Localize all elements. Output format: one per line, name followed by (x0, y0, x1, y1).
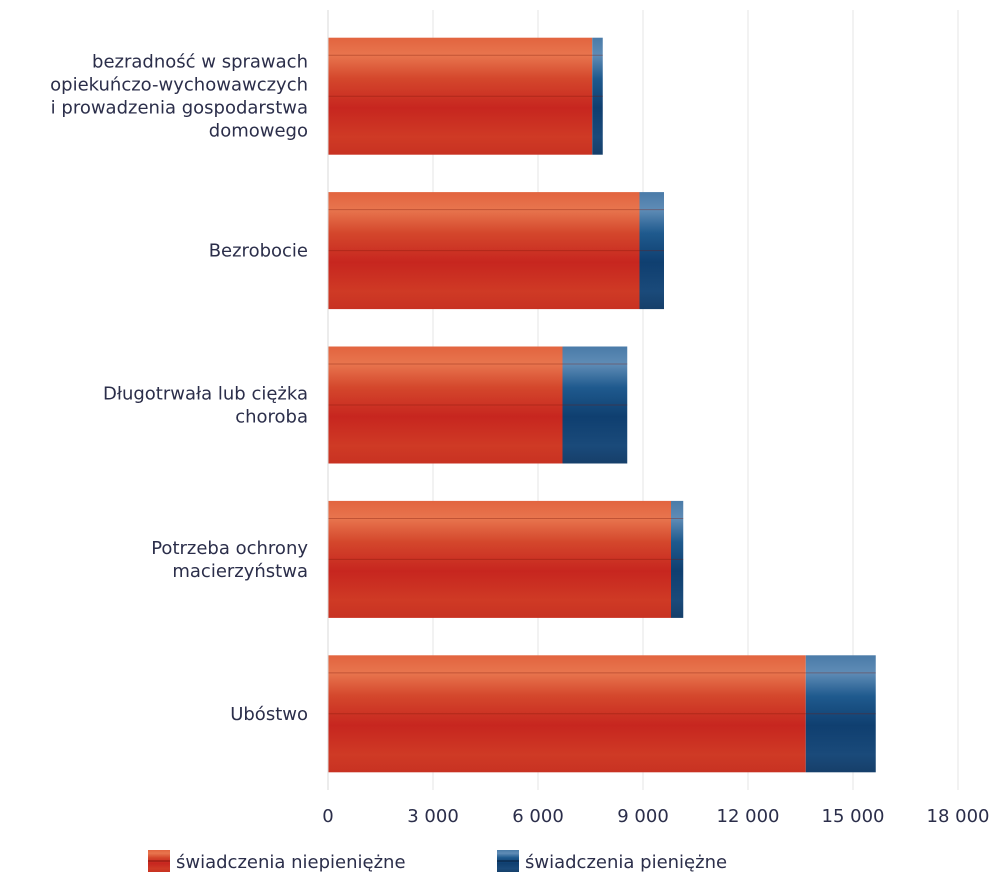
legend-label: świadczenia pieniężne (525, 852, 727, 873)
x-tick-label: 6 000 (512, 806, 564, 827)
bar-segment-cash (639, 192, 664, 310)
bar-segment-cash (671, 500, 684, 618)
bar-segment-cash (562, 346, 628, 464)
bar-segment-non-cash (328, 655, 806, 773)
legend-label: świadczenia niepieniężne (176, 852, 406, 873)
bar-segment-cash (592, 37, 603, 155)
bar-segment-non-cash (328, 346, 563, 464)
x-tick-label: 12 000 (717, 806, 780, 827)
bar-segment-non-cash (328, 500, 671, 618)
category-label: Potrzeba ochrony macierzyństwa (151, 538, 308, 582)
bar-segment-non-cash (328, 192, 640, 310)
category-label: Długotrwała lub ciężka choroba (103, 384, 308, 428)
x-tick-label: 15 000 (822, 806, 885, 827)
x-tick-label: 3 000 (407, 806, 459, 827)
x-tick-label: 18 000 (927, 806, 990, 827)
category-label: bezradność w sprawach opiekuńczo-wychowaw… (50, 52, 308, 142)
bar-segment-non-cash (328, 37, 593, 155)
bar-segment-cash (805, 655, 876, 773)
category-label: Ubóstwo (230, 704, 308, 725)
x-tick-label: 0 (322, 806, 333, 827)
x-tick-label: 9 000 (617, 806, 669, 827)
category-label: Bezrobocie (209, 241, 308, 262)
